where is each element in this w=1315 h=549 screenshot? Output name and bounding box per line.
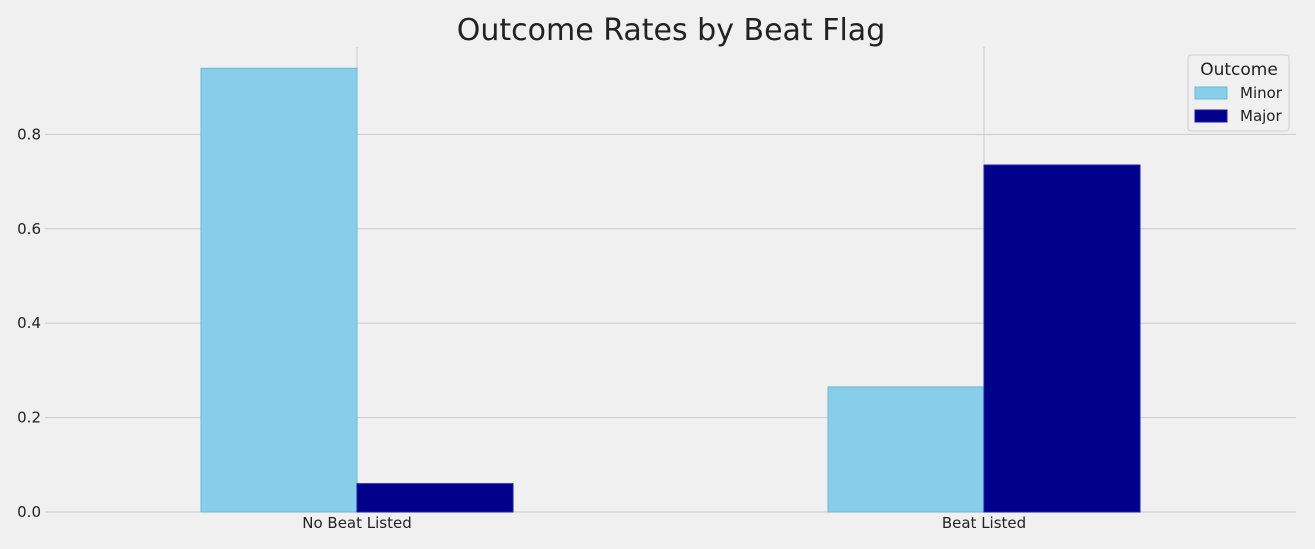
legend[interactable]: Outcome Minor Major xyxy=(1187,54,1290,132)
bar-major[interactable] xyxy=(983,164,1141,513)
legend-swatch xyxy=(1194,86,1228,100)
legend-swatch xyxy=(1194,109,1228,123)
y-tick-label: 0.6 xyxy=(17,220,41,238)
bar-minor[interactable] xyxy=(200,67,358,513)
bar-major[interactable] xyxy=(356,483,514,513)
y-tick-label: 0.8 xyxy=(17,125,41,143)
y-tick-label: 0.0 xyxy=(17,503,41,521)
y-tick-labels: 0.0 0.2 0.4 0.6 0.8 xyxy=(17,125,41,521)
x-tick-label: No Beat Listed xyxy=(302,514,412,532)
y-tick-label: 0.4 xyxy=(17,314,41,332)
x-tick-label: Beat Listed xyxy=(942,514,1026,532)
legend-label: Minor xyxy=(1240,84,1283,102)
legend-label: Major xyxy=(1240,107,1282,125)
bar-minor[interactable] xyxy=(827,386,985,513)
bars xyxy=(200,67,1141,513)
y-tick-label: 0.2 xyxy=(17,409,41,427)
chart-title: Outcome Rates by Beat Flag xyxy=(457,13,885,48)
legend-title: Outcome xyxy=(1200,60,1278,80)
legend-items: Minor Major xyxy=(1194,84,1283,125)
x-tick-labels: No Beat Listed Beat Listed xyxy=(302,514,1026,532)
